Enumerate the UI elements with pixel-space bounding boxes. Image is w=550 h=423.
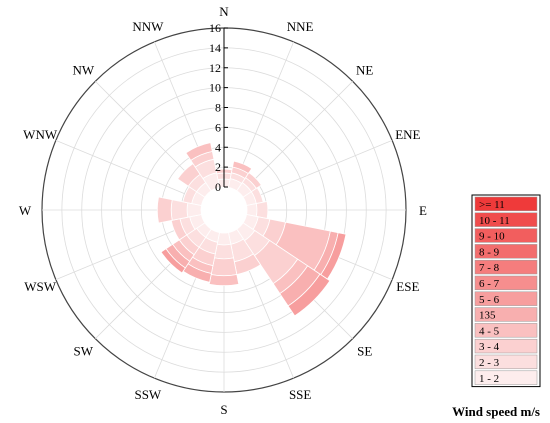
bar-segment-w [170,199,189,221]
legend-swatch [474,291,538,306]
radial-tick-label: 6 [215,120,221,134]
bar-segment-s [214,243,234,260]
direction-label-nne: NNE [287,19,314,34]
radial-tick-label: 10 [209,81,221,95]
direction-label-w: W [19,203,32,218]
bar-segment-s [210,257,238,277]
direction-label-s: S [220,402,227,417]
direction-label-ene: ENE [395,127,420,142]
legend-label: 4 - 5 [479,325,500,337]
legend-label: 6 - 7 [479,278,500,290]
legend-label: 5 - 6 [479,294,500,306]
direction-label-nw: NW [72,62,94,77]
radial-tick-label: 16 [209,21,221,35]
legend-label: 10 - 11 [479,215,510,227]
wind-bars [156,142,347,317]
legend: >= 11 10 - 11 9 - 10 8 - 9 7 - 8 6 - 7 5 - 6 13… [452,194,541,419]
bar-segment-se [287,273,331,317]
radial-tick-label: 2 [215,160,221,174]
direction-label-se: SE [357,344,372,359]
legend-label: 3 - 4 [479,341,500,353]
grid-spoke [245,139,393,202]
bar-segment-nnw [185,142,213,161]
legend-swatch [474,338,538,354]
bar-segment-ne [245,172,262,189]
legend-label: 8 - 9 [479,246,500,258]
legend-box [471,194,541,388]
legend-label: 1 - 2 [479,373,499,385]
legend-swatch [474,212,538,227]
grid-spoke [239,81,353,195]
legend-swatch [474,196,538,212]
bar-segment-sw [160,248,186,274]
radial-tick-label: 12 [209,61,221,75]
legend-label: 135 [479,310,496,322]
direction-label-wsw: WSW [24,279,57,294]
legend-swatch [474,370,538,385]
direction-label-n: N [219,4,229,19]
legend-swatch [474,275,538,291]
bar-segment-s [208,273,240,287]
bar-segment-w [156,196,173,224]
bar-segment-nne [232,160,253,175]
radial-tick-label: 4 [215,140,221,154]
direction-label-sse: SSE [289,387,311,402]
direction-label-ese: ESE [396,279,419,294]
legend-label: 7 - 8 [479,262,500,274]
center-hole [201,187,247,233]
direction-labels: N NNE NE ENE E ESE SE SSE S SSW SW WSW W WNW NW NNW [19,4,427,417]
legend-label: 2 - 3 [479,357,500,369]
legend-swatch [474,259,538,275]
direction-label-ssw: SSW [134,387,161,402]
legend-swatch [474,244,538,259]
direction-label-wnw: WNW [23,127,58,142]
legend-label: >= 11 [479,199,505,211]
legend-swatch [474,228,538,243]
radial-tick-label: 8 [215,101,221,115]
grid-spoke [55,139,203,202]
radial-tick-label: 14 [209,41,221,55]
direction-label-sw: SW [74,344,94,359]
radial-tick-label: 0 [215,180,221,194]
direction-label-nnw: NNW [132,19,164,34]
legend-swatch [474,323,538,338]
bar-segment-e [255,200,269,220]
legend-swatch [474,354,538,370]
legend-title: Wind speed m/s [452,404,540,419]
direction-label-ne: NE [356,62,373,77]
radial-axis: 0 2 4 6 8 10 12 14 16 [209,21,228,194]
direction-label-e: E [419,203,427,218]
legend-swatch [474,307,538,322]
legend-label: 9 - 10 [479,231,505,243]
